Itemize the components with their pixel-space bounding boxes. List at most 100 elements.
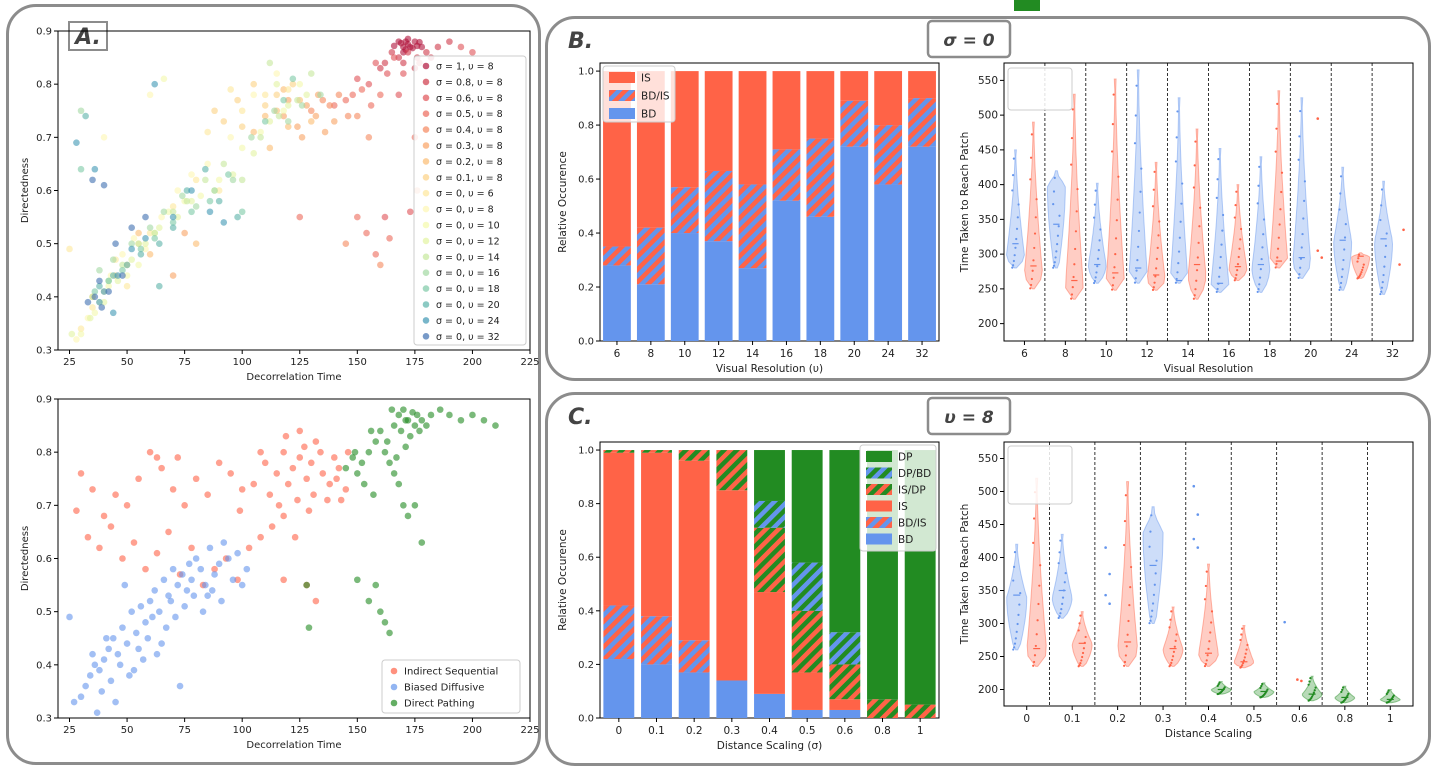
violin-sample-dot bbox=[1012, 157, 1015, 160]
a-bottom-data-point bbox=[119, 555, 126, 562]
violin-sample-dot bbox=[1016, 622, 1019, 626]
violin-sample-dot bbox=[1344, 223, 1347, 226]
a-bottom-data-point bbox=[218, 597, 225, 605]
y-tick-label: 0.6 bbox=[578, 553, 594, 564]
violin-sample-dot bbox=[1259, 686, 1262, 689]
a-bottom-data-point bbox=[446, 411, 453, 419]
violin-sample-dot bbox=[1064, 572, 1067, 575]
a-top-data-point bbox=[160, 208, 168, 216]
violin-sample-dot bbox=[1180, 202, 1183, 205]
a-top-data-point bbox=[289, 75, 297, 83]
violin-sample-dot bbox=[1154, 275, 1157, 278]
a-bottom-data-point bbox=[390, 422, 398, 429]
violin-body bbox=[1379, 689, 1401, 704]
a-top-data-point bbox=[151, 229, 159, 237]
a-top-data-point bbox=[100, 288, 108, 295]
a-bottom-data-point bbox=[257, 533, 264, 541]
a-bottom-data-point bbox=[132, 629, 140, 637]
a-top-data-point bbox=[86, 314, 94, 322]
violin-sample-dot bbox=[1193, 164, 1196, 167]
a-top-data-point bbox=[303, 91, 310, 99]
a-bottom-data-point bbox=[386, 629, 393, 637]
a-top-data-point bbox=[169, 203, 177, 210]
violin-sample-dot bbox=[1011, 264, 1015, 267]
a-bottom-data-point bbox=[344, 448, 352, 456]
a-top-data-point bbox=[109, 309, 117, 317]
violin-sample-dot bbox=[1205, 570, 1208, 573]
violin-body bbox=[1251, 156, 1271, 293]
violin-sample-dot bbox=[1244, 652, 1247, 655]
violin-sample-dot bbox=[1113, 266, 1116, 269]
x-tick-label: 20 bbox=[848, 348, 861, 360]
b-bars-bar-segment bbox=[908, 71, 936, 99]
a-bottom-data-point bbox=[411, 502, 419, 509]
c-bars-bar-segment bbox=[678, 460, 710, 641]
a-top-data-point bbox=[77, 165, 85, 173]
violin-sample-dot bbox=[1339, 286, 1342, 289]
violin-outlier-dot bbox=[1398, 263, 1401, 266]
a-top-data-point bbox=[284, 102, 292, 109]
a-bottom-data-point bbox=[149, 613, 156, 621]
violin-sample-dot bbox=[1384, 244, 1388, 247]
a-top-legend bbox=[413, 55, 527, 346]
a-bottom-data-point bbox=[91, 661, 99, 669]
a-bottom-data-point bbox=[211, 571, 218, 578]
a-top-data-point bbox=[204, 160, 211, 168]
a-bottom-data-point bbox=[181, 502, 188, 509]
violin-sample-dot bbox=[1379, 218, 1382, 222]
a-top-data-point bbox=[169, 208, 177, 216]
a-top-data-point bbox=[400, 48, 407, 56]
b-bars-bar-segment bbox=[772, 71, 801, 150]
b-bars-bar-segment bbox=[704, 71, 733, 171]
violin-sample-dot bbox=[1343, 248, 1346, 251]
a-bottom-data-point bbox=[220, 539, 228, 546]
x-tick-label: 24 bbox=[881, 348, 895, 360]
b-bars-bar-segment bbox=[738, 71, 767, 185]
a-bottom-data-point bbox=[165, 528, 172, 536]
violin-sample-dot bbox=[1174, 639, 1177, 643]
a-bottom-data-point bbox=[192, 555, 200, 562]
violin-sample-dot bbox=[1193, 294, 1196, 297]
a-bottom-data-point bbox=[400, 502, 407, 509]
a-top-data-point bbox=[395, 54, 403, 61]
a-top-data-point bbox=[307, 70, 315, 77]
a-bottom-data-point bbox=[365, 448, 373, 456]
violin-sample-dot bbox=[1015, 237, 1018, 241]
violin-sample-dot bbox=[1260, 684, 1263, 688]
violin-sample-dot bbox=[1011, 266, 1014, 269]
legend-marker bbox=[422, 317, 430, 324]
legend-label: Direct Pathing bbox=[404, 699, 475, 710]
a-bottom-data-point bbox=[153, 454, 161, 461]
y-tick-label: 0.5 bbox=[36, 607, 52, 618]
violin-sample-dot bbox=[1095, 271, 1098, 274]
violin-sample-dot bbox=[1058, 214, 1061, 217]
a-bottom-data-point bbox=[167, 597, 175, 605]
a-bottom-data-point bbox=[342, 464, 350, 472]
violin-sample-dot bbox=[1256, 290, 1259, 294]
a-top-data-point bbox=[296, 80, 304, 88]
violin-sample-dot bbox=[1098, 239, 1101, 242]
a-bottom-data-point bbox=[413, 411, 421, 419]
violin-sample-dot bbox=[1032, 517, 1036, 520]
a-top-data-point bbox=[273, 70, 281, 77]
a-bottom-data-point bbox=[480, 416, 488, 424]
violin-sample-dot bbox=[1059, 539, 1062, 542]
b-violin-group-20 bbox=[1292, 97, 1324, 279]
y-tick-label: 0.9 bbox=[36, 395, 52, 406]
violin-sample-dot bbox=[1071, 108, 1074, 111]
violin-sample-dot bbox=[1083, 641, 1086, 644]
a-top-data-point bbox=[330, 118, 338, 125]
a-bottom-data-point bbox=[204, 592, 211, 600]
a-top-data-point bbox=[365, 80, 373, 88]
violin-sample-dot bbox=[1278, 223, 1281, 226]
a-bottom-data-point bbox=[273, 470, 281, 477]
y-tick-label: 1.0 bbox=[578, 446, 594, 457]
violin-sample-dot bbox=[1029, 178, 1032, 181]
a-top-data-point bbox=[227, 134, 234, 141]
a-bottom-data-point bbox=[114, 650, 122, 658]
a-top-data-point bbox=[261, 118, 269, 125]
x-tick-label: 175 bbox=[405, 357, 424, 368]
a-top-data-point bbox=[238, 208, 246, 216]
a-top-data-point bbox=[381, 213, 389, 221]
violin-body bbox=[1351, 252, 1371, 279]
